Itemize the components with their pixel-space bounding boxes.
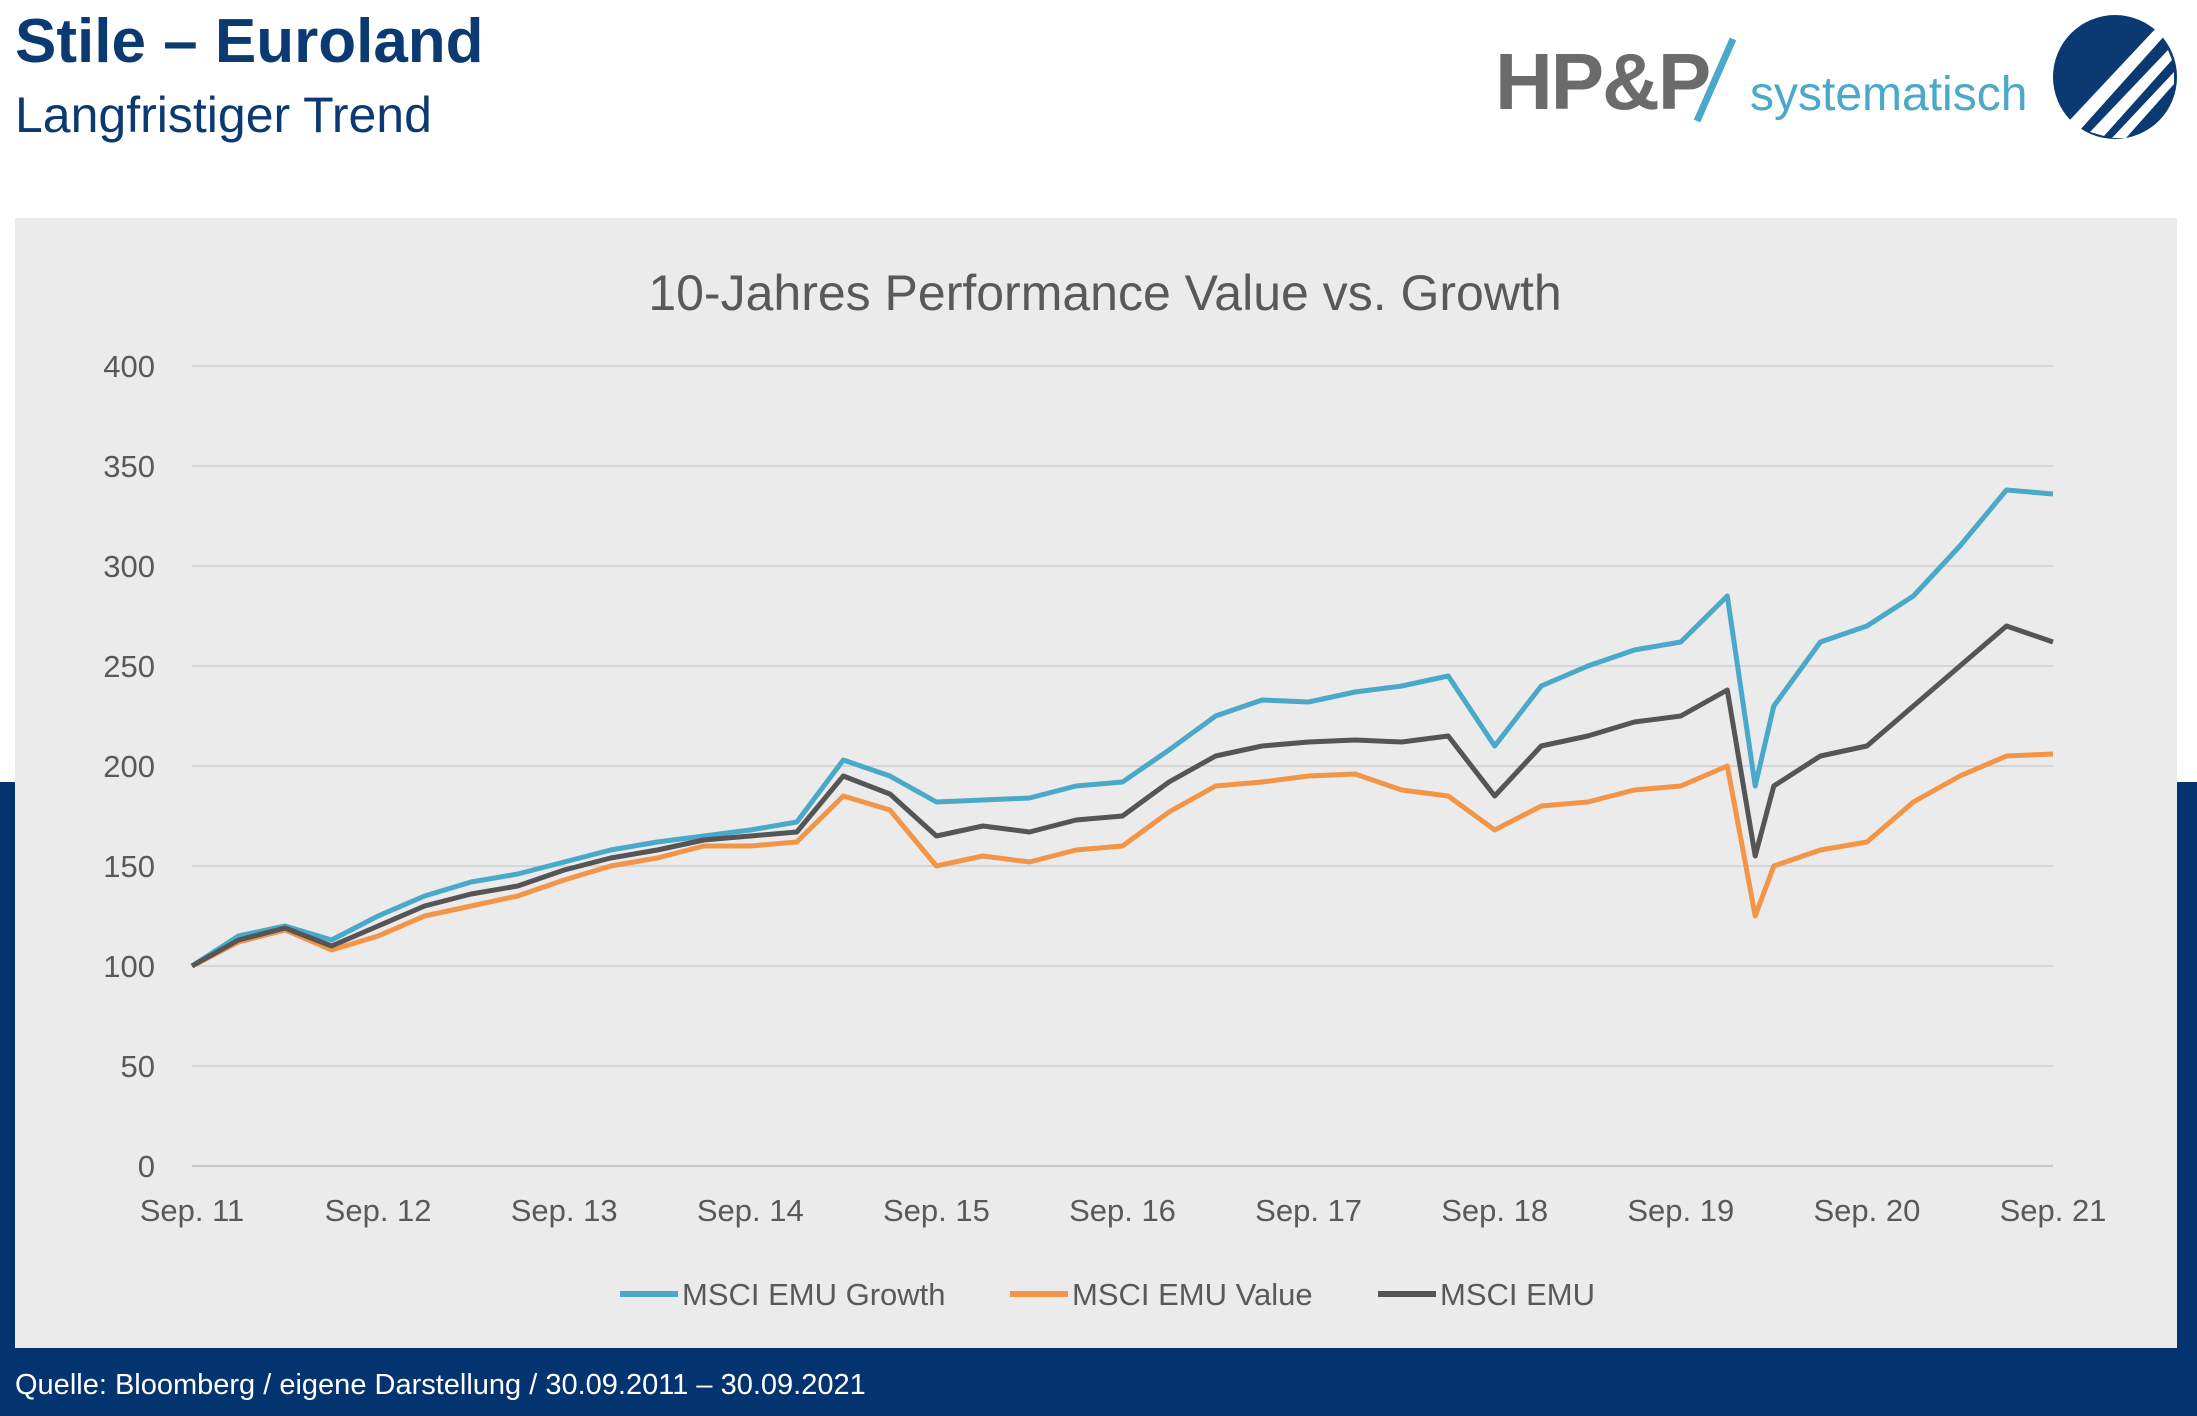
x-tick-label: Sep. 11 [140,1193,245,1228]
x-tick-label: Sep. 16 [1069,1193,1176,1228]
x-tick-label: Sep. 15 [883,1193,990,1228]
source-note: Quelle: Bloomberg / eigene Darstellung /… [15,1369,866,1401]
y-tick-label: 50 [121,1049,155,1084]
y-tick-label: 150 [103,849,155,884]
legend-label: MSCI EMU Growth [682,1277,946,1312]
y-tick-label: 200 [103,749,155,784]
y-tick-label: 100 [103,949,155,984]
series-line-value [190,751,2054,969]
x-tick-label: Sep. 17 [1255,1193,1362,1228]
series-line-growth [190,487,2054,969]
x-tick-label: Sep. 18 [1441,1193,1548,1228]
x-tick-label: Sep. 20 [1813,1193,1920,1228]
series-line-emu [190,623,2054,969]
y-tick-label: 350 [103,449,155,484]
y-tick-label: 400 [103,349,155,384]
y-tick-label: 250 [103,649,155,684]
x-tick-label: Sep. 19 [1627,1193,1734,1228]
x-tick-label: Sep. 21 [2000,1193,2107,1228]
x-tick-label: Sep. 13 [511,1193,618,1228]
legend-label: MSCI EMU [1440,1277,1595,1312]
chart-panel: 10-Jahres Performance Value vs. Growth 0… [15,218,2177,1348]
logo-slash-icon [1693,37,1737,123]
page-subtitle: Langfristiger Trend [15,87,432,143]
y-tick-label: 300 [103,549,155,584]
x-tick-label: Sep. 12 [325,1193,432,1228]
company-emblem-icon [2053,15,2177,139]
y-tick-label: 0 [138,1149,155,1184]
chart-title: 10-Jahres Performance Value vs. Growth [648,265,1561,321]
x-tick-label: Sep. 14 [697,1193,804,1228]
brand-logo-text: HP&P [1495,37,1711,126]
line-chart: 10-Jahres Performance Value vs. Growth 0… [103,265,2107,1312]
brand-tagline: systematisch [1750,68,2028,121]
page-title: Stile – Euroland [15,7,484,76]
legend-label: MSCI EMU Value [1072,1277,1313,1312]
